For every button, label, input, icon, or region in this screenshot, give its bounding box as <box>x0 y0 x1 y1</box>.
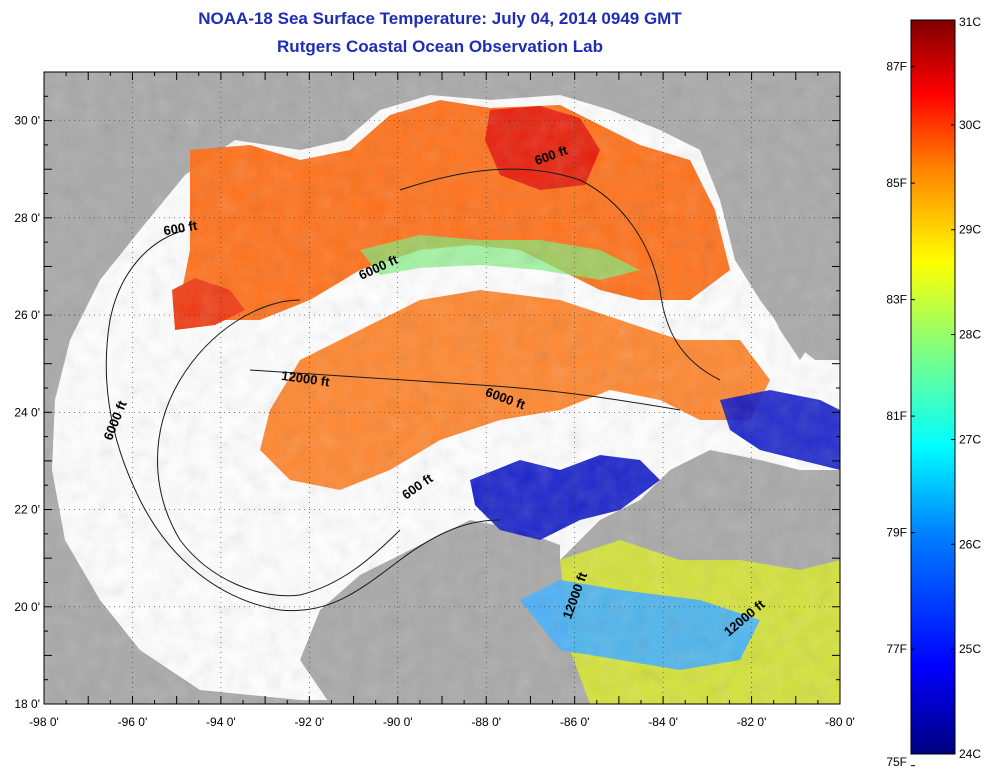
graticule <box>44 72 840 704</box>
x-tick-label: -92 0' <box>295 715 325 729</box>
colorbar-celsius-labels: 31C 30C 29C 28C 27C 26C 25C 24C <box>951 15 981 761</box>
colorbar-f-label: 81F <box>886 409 907 423</box>
x-tick-label: -80 0' <box>825 715 855 729</box>
contour-600ft <box>105 229 501 612</box>
x-tick-label: -90 0' <box>383 715 413 729</box>
colorbar <box>910 19 956 755</box>
x-tick-label: -98 0' <box>29 715 59 729</box>
colorbar-c-label: 25C <box>959 642 981 656</box>
y-tick-label: 30 0' <box>14 114 40 128</box>
x-tick-label: -86 0' <box>560 715 590 729</box>
colorbar-f-label: 87F <box>886 60 907 74</box>
x-tick-label: -96 0' <box>118 715 148 729</box>
contour-label: 600 ft <box>162 218 199 239</box>
y-tick-label: 20 0' <box>14 600 40 614</box>
y-tick-label: 28 0' <box>14 211 40 225</box>
contour-label: 12000 ft <box>281 368 332 390</box>
colorbar-c-label: 28C <box>959 328 981 342</box>
contour-6000ft <box>157 299 401 597</box>
y-tick-label: 24 0' <box>14 405 40 419</box>
colorbar-c-label: 29C <box>959 223 981 237</box>
axis-ticks <box>43 71 841 705</box>
colorbar-c-label: 24C <box>959 747 981 761</box>
sst-texture <box>44 72 840 704</box>
colorbar-f-label: 79F <box>886 526 907 540</box>
colorbar-f-label: 75F <box>886 755 907 769</box>
y-axis-labels: 18 0' 20 0' 22 0' 24 0' 26 0' 28 0' 30 0' <box>14 114 40 711</box>
colorbar-c-label: 30C <box>959 118 981 132</box>
colorbar-f-label: 83F <box>886 293 907 307</box>
colorbar-f-label: 77F <box>886 642 907 656</box>
x-axis-labels: -98 0' -96 0' -94 0' -92 0' -90 0' -88 0' -86 … <box>29 715 855 729</box>
x-tick-label: -84 0' <box>648 715 678 729</box>
y-tick-label: 22 0' <box>14 503 40 517</box>
x-tick-label: -82 0' <box>737 715 767 729</box>
contour-12000ft <box>249 369 681 411</box>
x-tick-label: -94 0' <box>206 715 236 729</box>
colorbar-c-label: 27C <box>959 432 981 446</box>
contour-shelf <box>399 168 721 381</box>
colorbar-c-label: 26C <box>959 537 981 551</box>
y-tick-label: 26 0' <box>14 308 40 322</box>
y-tick-label: 18 0' <box>14 697 40 711</box>
map-subtitle: Rutgers Coastal Ocean Observation Lab <box>277 37 603 56</box>
map-title: NOAA-18 Sea Surface Temperature: July 04… <box>198 9 682 28</box>
colorbar-c-label: 31C <box>959 15 981 29</box>
colorbar-f-label: 85F <box>886 176 907 190</box>
colorbar-fahrenheit-labels: 87F 85F 83F 81F 79F 77F 75F <box>886 60 915 769</box>
x-tick-label: -88 0' <box>471 715 501 729</box>
